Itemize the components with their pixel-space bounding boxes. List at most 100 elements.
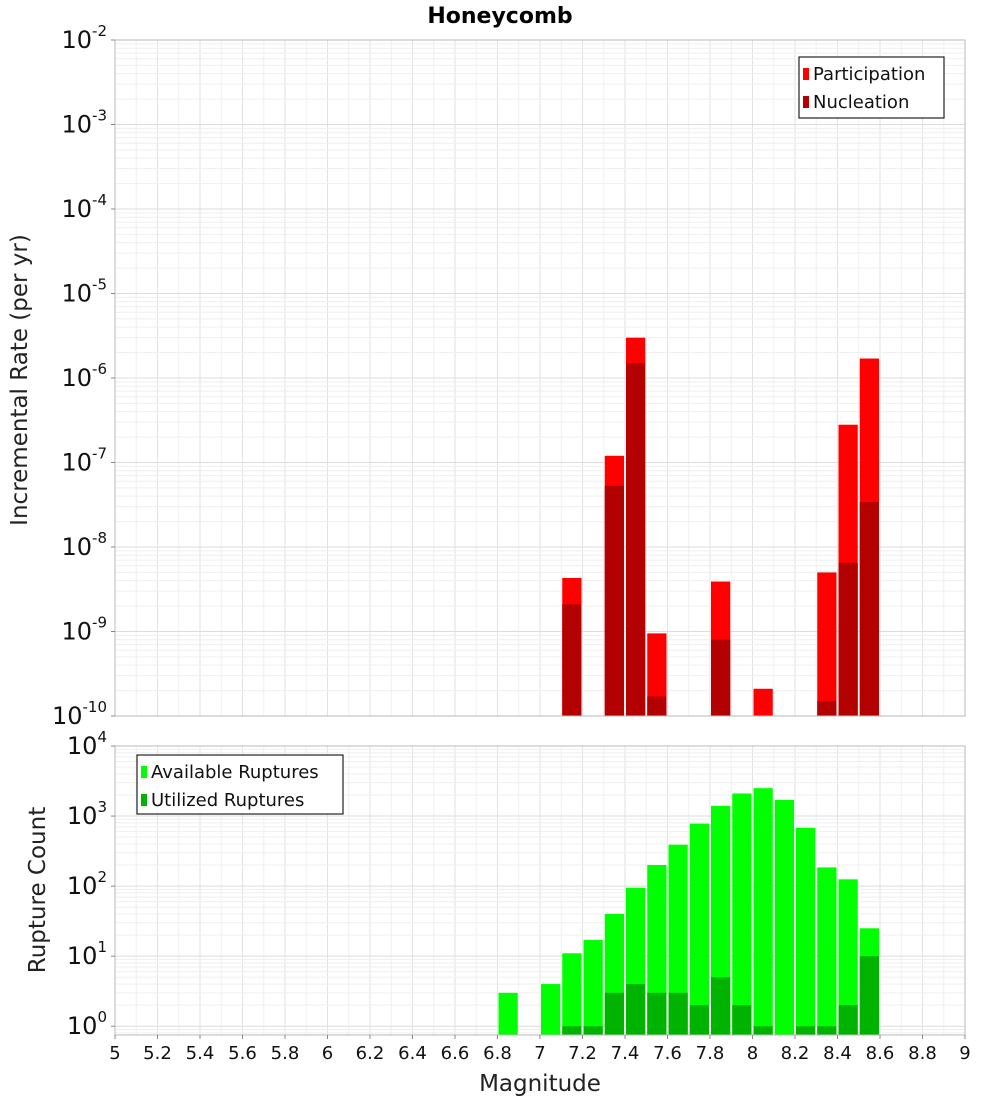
y-tick-label: 10-10: [52, 698, 107, 730]
bar: [859, 956, 879, 1035]
bar: [626, 984, 646, 1035]
x-tick-label: 5.6: [228, 1043, 257, 1064]
rate-y-tick: 10-3: [61, 107, 115, 139]
bar: [817, 701, 837, 716]
legend-box: [798, 56, 945, 119]
bar: [753, 1026, 773, 1035]
x-tick-label: 5: [109, 1043, 120, 1064]
y-tick-label: 104: [67, 728, 107, 760]
y-tick-label: 10-7: [61, 445, 107, 477]
x-tick-label: 8.6: [866, 1043, 895, 1064]
y-tick-label: 10-2: [61, 22, 107, 54]
x-tick-label: 8.4: [823, 1043, 852, 1064]
bar: [796, 827, 816, 1035]
rate-panel: 10-10 10-9 10-8 10-7 10-6 10-5 10-4 10-3 10-2 Par…: [52, 22, 966, 730]
bar: [732, 793, 752, 1035]
x-tick-label: 8.2: [781, 1043, 810, 1064]
bar: [647, 992, 667, 1035]
bar: [753, 788, 773, 1035]
chart-title: Honeycomb: [427, 4, 572, 29]
y-tick-label: 101: [67, 938, 107, 970]
legend-box: [136, 754, 344, 815]
rate-grid: [114, 40, 966, 717]
legend-swatch: [803, 68, 809, 80]
bar: [562, 953, 582, 1035]
y-tick-label: 10-4: [61, 191, 107, 223]
x-tick-label: 5.8: [271, 1043, 300, 1064]
y-tick-label: 10-6: [61, 360, 107, 392]
bar: [711, 639, 731, 716]
rate-legend: Participation Nucleation: [798, 56, 945, 119]
rate-y-tick: 10-6: [61, 360, 115, 392]
count-y-tick: 101: [67, 938, 115, 970]
legend-label: Participation: [813, 64, 925, 85]
bar: [817, 867, 837, 1035]
count-y-tick: 103: [67, 798, 115, 830]
rate-y-tick: 10-2: [61, 22, 115, 54]
rate-y-tick: 10-5: [61, 276, 115, 308]
y-axis-label-count: Rupture Count: [25, 807, 51, 973]
bar: [647, 633, 667, 716]
bar: [668, 844, 688, 1035]
x-tick-label: 7.4: [611, 1043, 640, 1064]
legend-label: Utilized Ruptures: [151, 790, 304, 811]
bar: [838, 562, 858, 716]
legend-swatch: [141, 794, 147, 806]
bar: [562, 1026, 582, 1035]
bar: [498, 992, 518, 1035]
bar: [817, 1026, 837, 1035]
bar: [689, 1005, 709, 1035]
bar: [838, 1005, 858, 1035]
x-tick-label: 8.8: [908, 1043, 937, 1064]
y-tick-label: 10-9: [61, 614, 107, 646]
count-series-primary: [498, 788, 879, 1035]
rate-y-tick: 10-8: [61, 529, 115, 561]
count-panel: 100 101 102 103 104 5 5.2 5.4 5.6 5.8 6 6.2 6.4 6.6 6.…: [67, 728, 971, 1064]
x-tick-label: 8: [747, 1043, 758, 1064]
rate-y-tick: 10-9: [61, 614, 115, 646]
bar: [838, 879, 858, 1035]
bar: [689, 823, 709, 1035]
bar: [583, 1026, 603, 1035]
y-tick-label: 102: [67, 868, 107, 900]
bar: [796, 1026, 816, 1035]
y-tick-label: 10-5: [61, 276, 107, 308]
x-tick-label: 6.4: [398, 1043, 427, 1064]
legend-swatch: [141, 766, 147, 778]
x-tick-label: 6.6: [441, 1043, 470, 1064]
bar: [604, 992, 624, 1035]
bar: [647, 696, 667, 716]
legend-swatch: [803, 96, 809, 108]
x-tick-label: 9: [959, 1043, 970, 1064]
count-y-tick: 102: [67, 868, 115, 900]
bar: [817, 572, 837, 716]
bar: [774, 799, 794, 1035]
bar: [753, 688, 773, 716]
x-tick-label: 6: [322, 1043, 333, 1064]
x-axis-label: Magnitude: [479, 1071, 601, 1097]
bar: [668, 992, 688, 1035]
y-tick-label: 100: [67, 1008, 107, 1040]
bar: [732, 1005, 752, 1035]
count-series-secondary: [562, 956, 879, 1035]
x-tick-label: 6.2: [356, 1043, 385, 1064]
count-y-tick: 104: [67, 728, 115, 760]
x-tick-label: 7.8: [696, 1043, 725, 1064]
x-tick-label: 6.8: [483, 1043, 512, 1064]
rate-series-secondary: [562, 363, 879, 716]
bar: [859, 502, 879, 716]
y-tick-label: 10-3: [61, 107, 107, 139]
y-axis-label-rate: Incremental Rate (per yr): [7, 234, 33, 526]
count-y-tick: 100: [67, 1008, 115, 1040]
rate-y-tick: 10-10: [52, 698, 115, 730]
y-tick-label: 10-8: [61, 529, 107, 561]
bar: [541, 984, 561, 1035]
legend-label: Available Ruptures: [151, 762, 319, 783]
x-tick-label: 7.6: [653, 1043, 682, 1064]
count-legend: Available Ruptures Utilized Ruptures: [136, 754, 344, 815]
bar: [604, 485, 624, 716]
y-tick-label: 103: [67, 798, 107, 830]
bar: [583, 940, 603, 1035]
bar: [647, 865, 667, 1035]
